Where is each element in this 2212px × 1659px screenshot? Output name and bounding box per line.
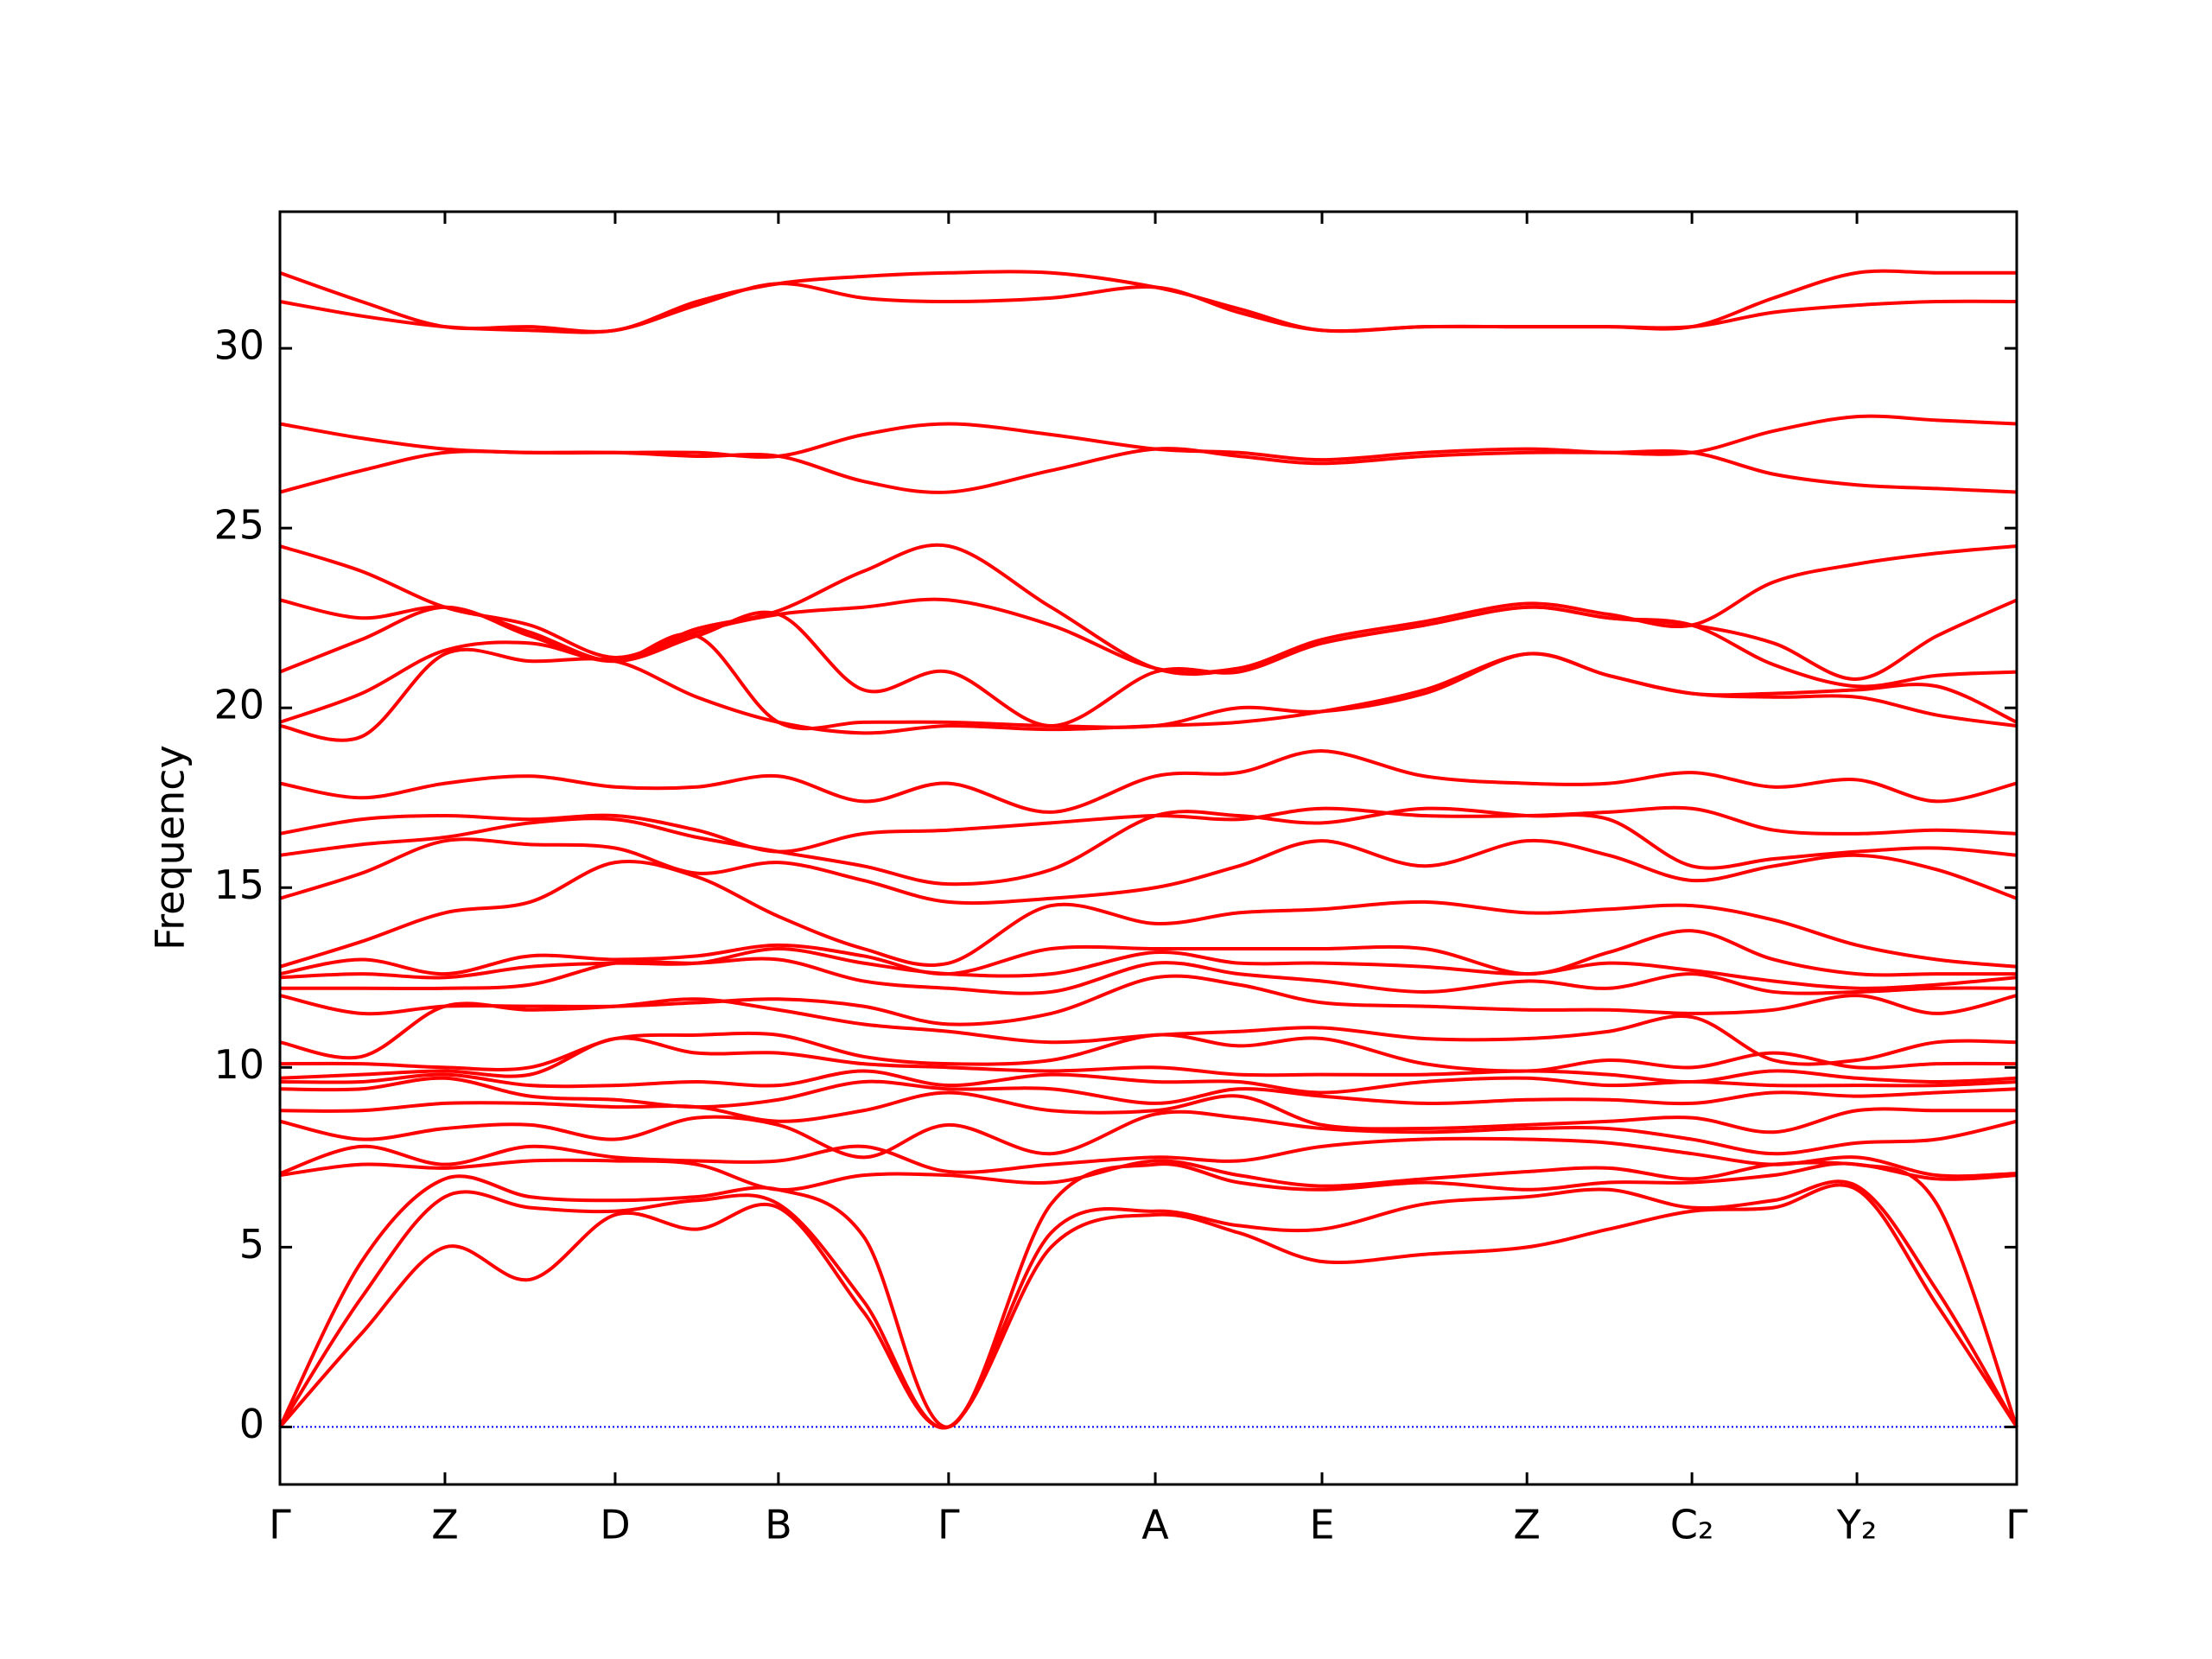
x-tick-label: B bbox=[765, 1502, 792, 1548]
x-tick-label: E bbox=[1309, 1502, 1334, 1548]
band-line bbox=[278, 1183, 2018, 1430]
band-line bbox=[279, 1090, 2017, 1135]
band-line bbox=[279, 282, 2018, 334]
band-line bbox=[279, 543, 2018, 677]
band-line bbox=[279, 1069, 2018, 1095]
band-line bbox=[279, 269, 2017, 334]
y-tick-label: 20 bbox=[213, 682, 264, 728]
x-tick-label: D bbox=[600, 1502, 630, 1548]
x-tick-label: Z bbox=[1513, 1502, 1541, 1548]
band-line bbox=[279, 1109, 2018, 1160]
band-line bbox=[278, 1179, 2018, 1430]
y-tick-label: 0 bbox=[239, 1401, 264, 1447]
x-tick-label: Γ bbox=[269, 1502, 291, 1548]
x-tick-label: Γ bbox=[2005, 1502, 2028, 1548]
band-line bbox=[279, 605, 2018, 728]
x-tick-label: A bbox=[1141, 1502, 1169, 1548]
band-line bbox=[279, 414, 2018, 462]
band-line bbox=[279, 929, 2017, 977]
x-tick-label: Γ bbox=[938, 1502, 960, 1548]
band-line bbox=[279, 997, 2018, 1066]
band-line bbox=[279, 447, 2018, 494]
band-line bbox=[279, 860, 2018, 969]
band-line bbox=[279, 1136, 2018, 1179]
y-tick-label: 15 bbox=[213, 861, 264, 908]
y-tick-label: 10 bbox=[213, 1041, 264, 1088]
plot-frame bbox=[278, 210, 2018, 1486]
x-tick-label: Z bbox=[431, 1502, 459, 1548]
band-line bbox=[279, 1076, 2018, 1109]
y-tick-label: 30 bbox=[213, 322, 264, 369]
band-line bbox=[280, 957, 2018, 995]
band-line bbox=[279, 1158, 2018, 1192]
band-line bbox=[279, 837, 2018, 906]
y-tick-label: 25 bbox=[213, 502, 264, 549]
x-tick-label: C₂ bbox=[1670, 1502, 1714, 1548]
x-tick-label: Y₂ bbox=[1836, 1502, 1878, 1548]
band-line bbox=[279, 805, 2018, 854]
band-line bbox=[279, 749, 2018, 814]
y-tick-label: 5 bbox=[239, 1221, 264, 1268]
band-line bbox=[279, 947, 2018, 990]
band-line bbox=[279, 632, 2018, 731]
band-line bbox=[278, 1161, 2018, 1429]
band-line bbox=[279, 974, 2018, 1027]
band-line bbox=[279, 1036, 2018, 1084]
y-axis-label: Frequency bbox=[147, 745, 194, 950]
